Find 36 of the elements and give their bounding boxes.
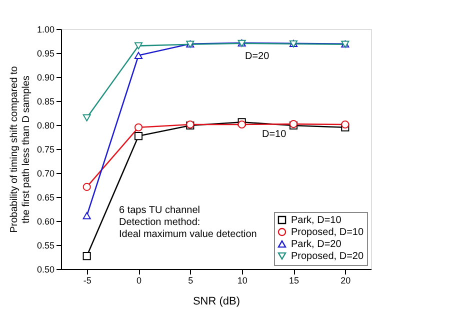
y-tick-label: 0.95	[36, 48, 54, 58]
y-tick-label: 0.90	[36, 72, 54, 82]
legend-label: Proposed, D=10	[291, 227, 364, 238]
y-tick-label: 0.80	[36, 120, 54, 130]
annotation: D=10	[262, 129, 287, 140]
x-tick-label: 5	[188, 276, 194, 286]
annotation: 6 taps TU channel Detection method: Ideal maximum value detection	[119, 205, 257, 240]
y-tick-label: 0.75	[36, 144, 54, 154]
legend-label: Proposed, D=20	[291, 251, 364, 262]
x-tick-label: -5	[83, 276, 92, 286]
point	[134, 132, 143, 140]
point	[134, 42, 143, 50]
y-tick-label: 1.00	[36, 24, 54, 34]
y-axis-title: Probability of timing shift compared to the first path less than D samples	[8, 66, 32, 233]
point	[82, 114, 91, 122]
x-tick-label: 10	[237, 276, 248, 286]
point	[82, 182, 91, 191]
y-tick-label: 0.70	[36, 168, 54, 178]
legend-label: Park, D=10	[291, 215, 342, 226]
x-tick-label: 20	[340, 276, 351, 286]
point	[82, 212, 91, 220]
x-tick-label: 15	[288, 276, 300, 286]
y-tick-label: 0.55	[36, 240, 54, 250]
y-tick-label: 0.65	[36, 192, 54, 202]
point	[134, 52, 143, 59]
x-axis-title: SNR (dB)	[192, 296, 240, 308]
y-tick-label: 0.85	[36, 96, 54, 106]
y-tick-label: 0.50	[36, 264, 54, 274]
annotation: D=20	[245, 51, 270, 62]
point	[82, 252, 91, 260]
x-tick-label: 0	[136, 276, 142, 286]
legend-label: Park, D=20	[291, 239, 342, 250]
point	[238, 120, 246, 129]
point	[134, 123, 143, 132]
point	[341, 120, 350, 129]
y-tick-label: 0.60	[36, 216, 54, 226]
